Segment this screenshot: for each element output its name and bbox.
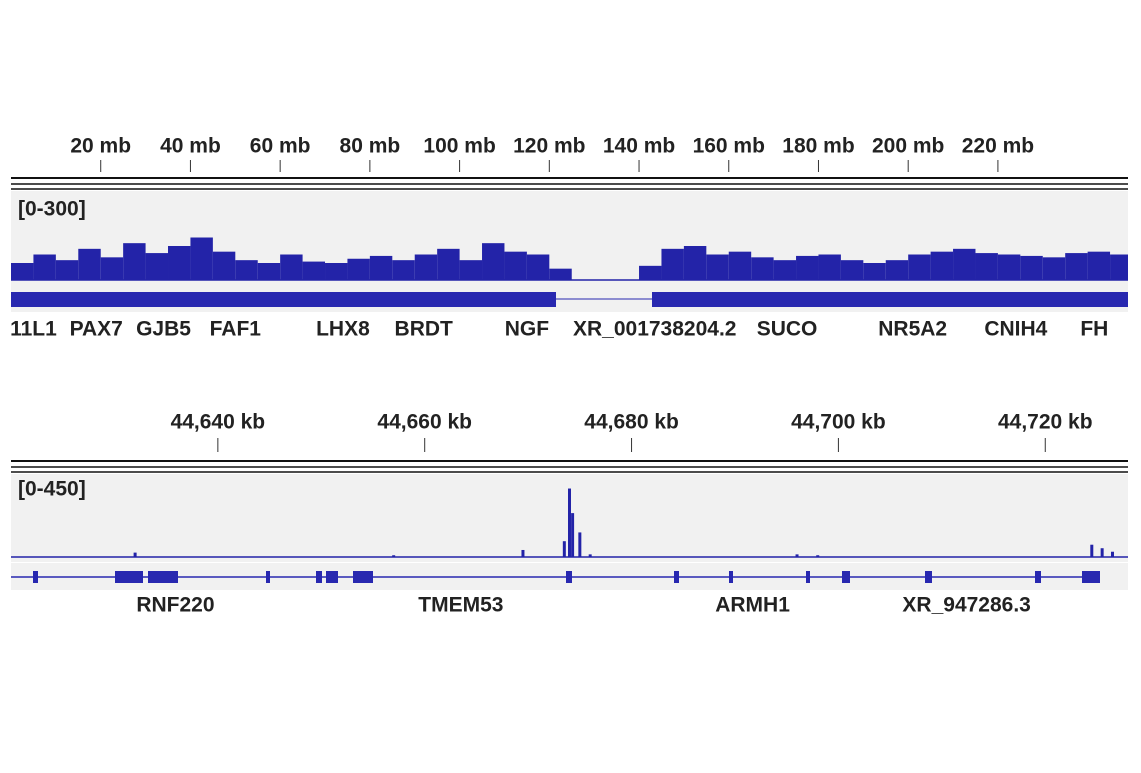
gene-label: BRDT [395,318,453,341]
coverage-bar [504,251,527,280]
coverage-bar [728,251,752,280]
coverage-bar [1087,251,1111,280]
gene-band [11,292,556,307]
coverage-bar [55,260,79,280]
x-tick-label: 44,720 kb [998,411,1093,434]
x-tick-label: 44,640 kb [171,411,266,434]
coverage-bar [526,254,550,280]
gene-label: RNF220 [136,594,214,617]
coverage-bar [683,246,707,280]
gene-label: NR5A2 [878,318,947,341]
x-tick-label: 44,700 kb [791,411,886,434]
coverage-bar [11,263,34,280]
x-tick-label: 80 mb [340,135,401,158]
coverage-bar [459,260,483,280]
coverage-bar [818,254,841,280]
coverage-bar [863,263,886,280]
coverage-bar [549,268,572,280]
gene-label: XR_947286.3 [902,594,1030,617]
coverage-bar [578,532,582,557]
coverage-bar [133,552,137,557]
coverage-bar [706,254,729,280]
gene-label: ARMH1 [715,594,790,617]
coverage-bar [392,555,396,557]
coverage-bar [975,253,998,280]
coverage-bar [661,248,684,280]
gene-label: PAX7 [70,318,123,341]
gene-label: CNIH4 [984,318,1047,341]
exons [33,571,1100,583]
coverage-bar [280,254,303,280]
x-tick-label: 44,680 kb [584,411,679,434]
coverage-bar [816,555,820,557]
coverage-bar [235,260,258,280]
coverage-bar [347,258,370,280]
coverage-bar [568,488,571,557]
coverage-bar [639,265,662,280]
coverage-bar [1100,548,1104,557]
coverage-bar [123,243,146,280]
coverage-bar [840,260,864,280]
gene-label: SUCO [757,318,818,341]
coverage-bar [1110,551,1114,557]
gene-label: NGF [505,318,550,341]
x-tick-label: 220 mb [962,135,1034,158]
coverage-bar [190,237,213,280]
coverage-bar [796,255,819,280]
gene-label: GJB5 [136,318,191,341]
coverage-bar [562,541,566,557]
coverage-bar [997,254,1021,280]
coverage-bar [1090,544,1094,557]
coverage-bar [33,254,56,280]
x-tick-label: 60 mb [250,135,311,158]
x-tick-label: 44,660 kb [377,411,472,434]
coverage-bar [482,243,505,280]
x-tick-label: 160 mb [693,135,765,158]
coverage-bar [773,260,797,280]
coverage-bar [392,260,415,280]
x-tick-label: 200 mb [872,135,944,158]
coverage-bar [212,251,236,280]
range-label: [0-300] [18,198,86,221]
coverage-bar [414,254,438,280]
coverage-bar [571,513,575,557]
coverage-bar [953,248,976,280]
gene-label: LHX8 [316,318,370,341]
coverage-bar [78,248,101,280]
coverage-bar [100,257,124,280]
coverage-bar [257,263,281,280]
gene-label: 11L1 [10,318,57,341]
x-tick-label: 100 mb [423,135,495,158]
x-tick-label: 120 mb [513,135,585,158]
gene-label: FH [1080,318,1108,341]
range-label: [0-450] [18,478,86,501]
gene-label: XR_001738204.2 [573,318,736,341]
coverage-bar [588,554,592,557]
coverage-bar [369,255,393,280]
coverage-bar [930,251,954,280]
coverage-bar [168,246,191,280]
coverage-bar [145,253,169,280]
coverage-bar [751,257,774,280]
coverage-bar [1110,254,1128,280]
coverage-bar [885,260,909,280]
x-tick-label: 20 mb [70,135,131,158]
gene-label: TMEM53 [418,594,503,617]
coverage-bar [521,549,525,557]
coverage-bar [302,261,326,280]
gene-label: FAF1 [210,318,262,341]
gene-band [652,292,1128,307]
coverage-bar [1020,255,1043,280]
coverage-bar [325,263,348,280]
x-tick-label: 180 mb [782,135,854,158]
x-tick-label: 40 mb [160,135,221,158]
x-tick-label: 140 mb [603,135,675,158]
coverage-bar [908,254,931,280]
coverage-bar [795,554,799,557]
coverage-bar [1065,253,1088,280]
coverage-bar [1042,257,1066,280]
coverage-bar [437,248,460,280]
